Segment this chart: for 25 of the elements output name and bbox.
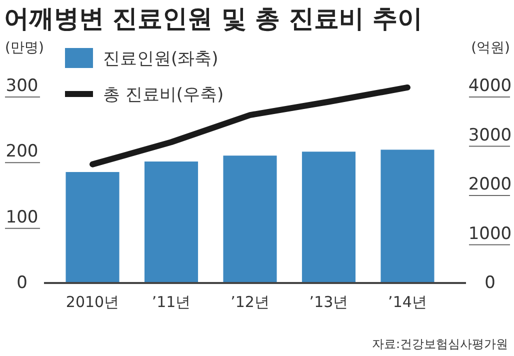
y2-tick-label: 1000 <box>468 224 512 244</box>
x-tick-label: ’13년 <box>309 293 348 311</box>
y2-tick-label: 2000 <box>468 174 512 194</box>
bar <box>302 152 356 283</box>
x-tick-label: ’11년 <box>152 293 191 311</box>
chart-title: 어깨병변 진료인원 및 총 진료비 추이 <box>4 4 423 33</box>
x-tick-label: ’12년 <box>230 293 270 311</box>
x-tick-label: ’14년 <box>388 293 427 311</box>
y2-tick-label: 0 <box>484 273 496 293</box>
y2-axis-title: (억원) <box>471 40 510 56</box>
x-tick-label: 2010년 <box>66 293 120 311</box>
text: 자료:건강보험심사평가원 <box>372 337 508 351</box>
y-tick-label: 300 <box>6 76 38 96</box>
legend-label: 진료인원(좌축) <box>103 49 218 69</box>
bar <box>144 162 198 283</box>
y-tick-label: 200 <box>6 142 38 162</box>
y2-tick-label: 4000 <box>468 76 512 96</box>
y-tick-label: 0 <box>16 273 28 293</box>
bar <box>223 156 277 283</box>
legend-label: 총 진료비(우축) <box>103 85 224 105</box>
bar <box>66 172 120 283</box>
y-tick-label: 100 <box>6 207 38 228</box>
y-axis-title: (만명) <box>5 40 44 56</box>
y2-tick-label: 3000 <box>468 125 512 146</box>
bar <box>380 150 434 283</box>
